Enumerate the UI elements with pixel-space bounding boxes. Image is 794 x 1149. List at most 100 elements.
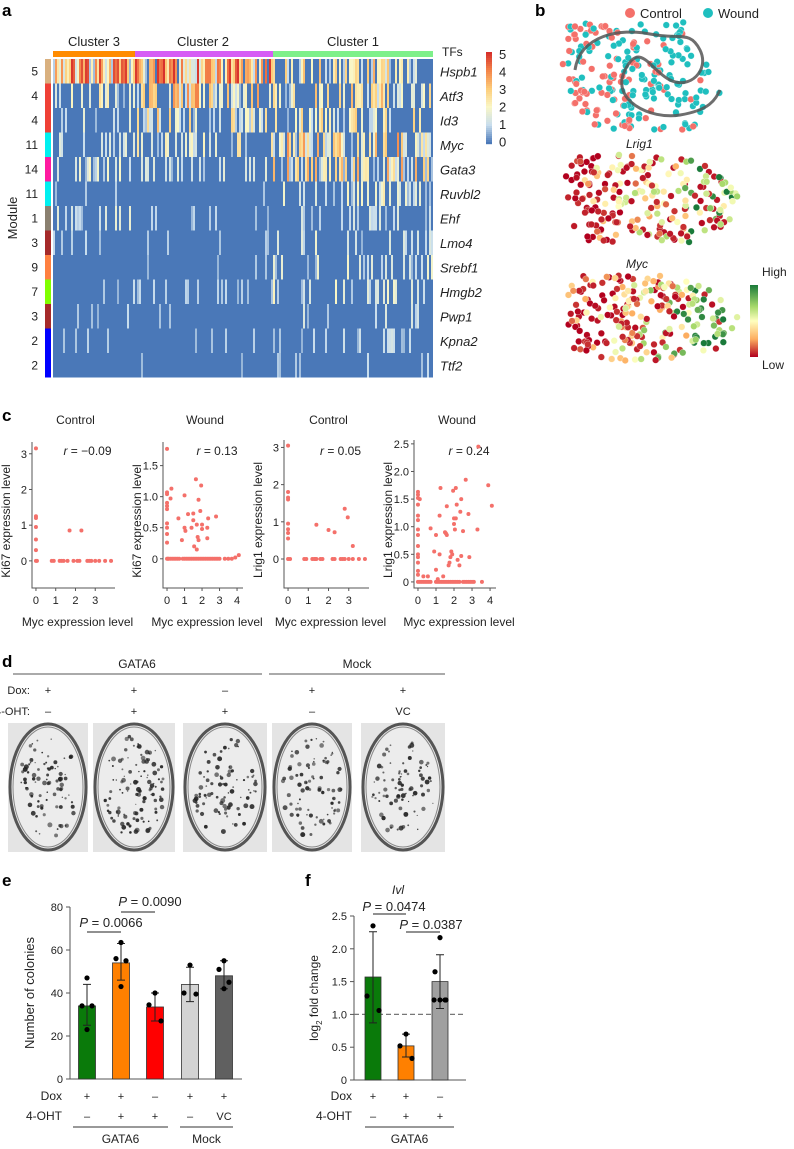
myc-expression-point: [622, 304, 630, 312]
module-axis-label: Module: [5, 197, 20, 240]
heatmap-cell: [193, 206, 195, 231]
heatmap-cell: [425, 206, 427, 231]
lrig1-expression-point: [665, 170, 673, 178]
heatmap-cell: [301, 328, 303, 353]
colorbar-segment: [486, 124, 492, 127]
colony-plate-image: [361, 722, 445, 852]
colony: [117, 815, 119, 817]
data-point: [432, 549, 437, 554]
lrig1-expression-point: [673, 218, 681, 226]
lrig1-expression-point: [643, 231, 651, 239]
heatmap-cell: [85, 181, 87, 206]
colony: [396, 794, 401, 798]
wound-cell-point: [605, 84, 613, 92]
colorbar-segment: [486, 72, 492, 75]
colony: [308, 813, 313, 818]
wound-cell-point: [620, 102, 628, 110]
colony: [203, 776, 205, 778]
heatmap-cell: [421, 83, 423, 108]
colony: [128, 769, 132, 774]
heatmap-cell: [425, 132, 427, 157]
heatmap-cell: [375, 181, 377, 206]
data-point: [183, 528, 188, 533]
heatmap-cell: [225, 59, 227, 84]
colony: [337, 801, 341, 804]
data-point: [165, 521, 170, 526]
data-point: [320, 556, 325, 561]
data-point: [192, 544, 197, 549]
colony: [220, 829, 226, 834]
lrig1-expression-point: [683, 233, 691, 240]
heatmap-cell: [375, 304, 377, 329]
colony: [64, 797, 67, 800]
heatmap-cell: [409, 255, 411, 280]
colony: [297, 782, 302, 787]
colony: [146, 758, 151, 762]
heatmap-cell: [357, 59, 359, 84]
heatmap-cell: [169, 59, 171, 84]
heatmap-cell: [369, 108, 371, 133]
heatmap-cell: [209, 59, 211, 84]
heatmap-cell: [257, 83, 259, 108]
heatmap-cell: [219, 157, 221, 182]
colony: [28, 744, 33, 748]
heatmap-cell: [273, 279, 275, 304]
colony: [315, 816, 318, 819]
lrig1-expression-point: [571, 194, 579, 202]
colony: [142, 820, 145, 823]
colony: [389, 801, 394, 806]
module-number: 11: [26, 187, 39, 201]
wound-cell-point: [675, 96, 683, 104]
heatmap-cell: [259, 108, 261, 133]
lrig1-expression-point: [658, 236, 666, 244]
lrig1-expression-point: [617, 161, 625, 169]
heatmap-row-bg: [53, 157, 433, 182]
data-point: [186, 512, 191, 517]
heatmap-cell: [273, 328, 275, 353]
myc-expression-point: [682, 332, 690, 340]
heatmap-cell: [141, 59, 143, 84]
myc-expression-point: [700, 296, 708, 303]
data-point: [182, 525, 187, 530]
colony: [429, 780, 432, 783]
control-cell-point: [642, 114, 650, 122]
replicate-point: [437, 997, 443, 1003]
heatmap-cell: [373, 59, 375, 84]
heatmap-cell: [227, 83, 229, 108]
heatmap-cell: [367, 157, 369, 182]
heatmap-cell: [153, 59, 155, 84]
heatmap-cell: [241, 279, 243, 304]
heatmap-cell: [81, 59, 83, 84]
heatmap-cell: [375, 83, 377, 108]
heatmap-cell: [133, 132, 135, 157]
heatmap-cell: [335, 279, 337, 304]
colony: [111, 756, 116, 762]
colony: [129, 737, 134, 742]
colony: [416, 814, 418, 817]
heatmap-cell: [113, 59, 115, 84]
heatmap-cell: [321, 157, 323, 182]
heatmap-cell: [93, 59, 95, 84]
colorbar-segment: [486, 114, 492, 117]
colony: [126, 790, 129, 792]
oht-value: –: [187, 1111, 194, 1123]
colony: [148, 826, 152, 830]
heatmap-cell: [419, 132, 421, 157]
colony: [237, 812, 241, 816]
plate-rim: [93, 722, 175, 852]
heatmap-cell: [413, 83, 415, 108]
heatmap-cell: [355, 59, 357, 84]
replicate-point: [221, 986, 227, 992]
heatmap-cell: [265, 108, 267, 133]
colony: [242, 821, 246, 826]
lrig1-expression-point: [594, 152, 602, 160]
heatmap-cell: [389, 181, 391, 206]
colony: [412, 750, 414, 752]
colony: [120, 831, 123, 834]
heatmap-cell: [187, 59, 189, 84]
replicate-point: [364, 993, 370, 999]
colorbar-segment: [486, 92, 492, 95]
heatmap-cell: [385, 255, 387, 280]
colony: [416, 828, 419, 831]
